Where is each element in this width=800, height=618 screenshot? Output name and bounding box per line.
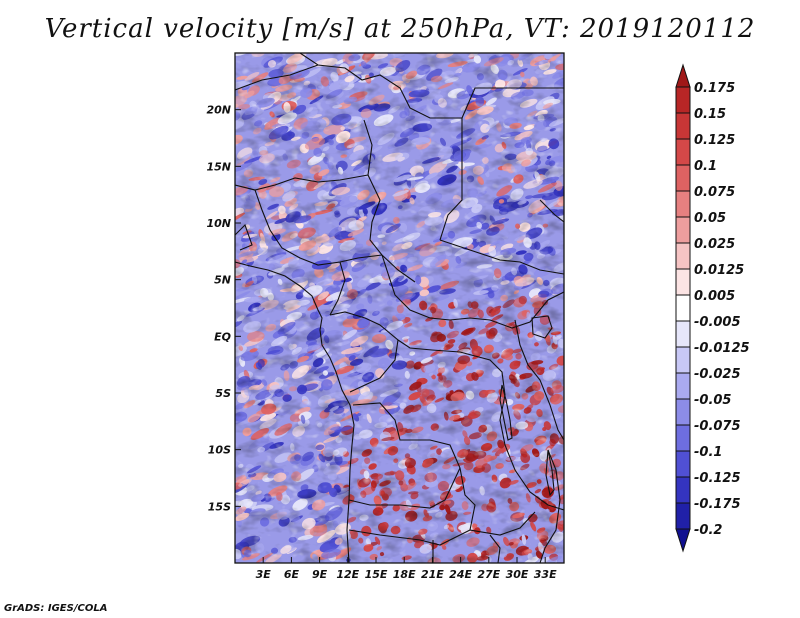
colorbar-label: 0.075 [694,185,735,200]
colorbar-label: 0.15 [694,107,726,122]
grads-credit: GrADS: IGES/COLA [4,603,108,614]
colorbar-swatch [675,190,691,218]
border-9 [439,239,564,275]
colorbar-swatch [675,502,691,530]
colorbar-swatch [675,372,691,400]
colorbar-cap-top [675,63,691,88]
y-tick-label: 5N [214,274,231,287]
border-4 [363,119,416,283]
x-tick-label: 9E [312,568,328,581]
colorbar-swatch [675,216,691,244]
colorbar: 0.175 0.15 0.125 0.1 0.075 0.05 0.025 0.0125 0.0… [675,63,750,553]
y-axis: 20N 15N 10N 5N EQ 5S 10S 15S [206,104,241,513]
x-tick-label: 12E [336,568,359,581]
colorbar-label: -0.175 [694,497,741,512]
colorbar-label: 0.175 [694,81,735,96]
colorbar-label: -0.1 [694,445,722,460]
x-tick-label: 27E [477,568,500,581]
border-8 [381,254,564,329]
y-tick-label: EQ [214,330,231,343]
border-2 [235,64,319,91]
colorbar-swatch [675,424,691,452]
colorbar-label: -0.0125 [694,341,750,356]
border-1 [299,53,463,241]
country-borders [235,53,564,563]
border-7 [329,261,346,316]
colorbar-swatch [675,86,691,114]
colorbar-swatch [675,320,691,348]
border-16 [489,534,501,563]
y-tick-label: 15N [206,160,231,173]
chart-title: Vertical velocity [m/s] at 250hPa, VT: 2… [44,14,756,44]
colorbar-label: 0.125 [694,133,735,148]
x-tick-label: 6E [284,568,300,581]
colorbar-swatch [675,294,691,322]
colorbar-swatch [675,398,691,426]
colorbar-label: -0.005 [694,315,741,330]
colorbar-label: 0.1 [694,159,717,174]
colorbar-cap-bottom [675,528,691,553]
x-tick-label: 33E [534,568,557,581]
colorbar-label: -0.075 [694,419,741,434]
x-tick-label: 21E [421,568,444,581]
x-tick-label: 3E [256,568,272,581]
y-tick-label: 10N [206,217,231,230]
x-tick-label: 24E [449,568,472,581]
colorbar-label: -0.025 [694,367,741,382]
colorbar-label: -0.2 [694,523,722,538]
border-3 [461,87,564,119]
coastline-west [235,261,355,563]
colorbar-label: 0.025 [694,237,735,252]
colorbar-label: -0.125 [694,471,741,486]
colorbar-label: 0.05 [694,211,726,226]
colorbar-swatch [675,346,691,374]
colorbar-swatch [675,112,691,140]
border-19 [235,223,253,251]
colorbar-label: -0.05 [694,393,731,408]
field-texture-dark [235,53,564,563]
y-tick-label: 20N [206,104,231,117]
border-18 [514,319,564,441]
colorbar-swatch [675,450,691,478]
border-17 [539,449,561,563]
border-20 [539,199,564,223]
colorbar-label: 0.005 [694,289,735,304]
plot-frame [234,52,565,564]
colorbar-swatch [675,476,691,504]
lake-tanganyika [499,384,513,441]
y-tick-label: 5S [215,387,231,400]
x-tick-label: 15E [365,568,388,581]
border-14 [348,529,471,546]
vertical-velocity-field [235,53,564,563]
x-tick-label: 18E [393,568,416,581]
border-13 [348,467,461,509]
y-tick-label: 15S [208,500,231,513]
y-tick-label: 10S [208,444,231,457]
lake-victoria [531,315,553,339]
colorbar-label: 0.0125 [694,263,744,278]
x-tick-label: 30E [506,568,529,581]
colorbar-swatch [675,138,691,166]
lake-malawi [545,449,555,497]
x-axis: 3E 6E 9E 12E 15E 18E 21E 24E 27E 30E 33E [256,557,557,581]
colorbar-swatch [675,268,691,296]
colorbar-swatch [675,164,691,192]
colorbar-swatch [675,242,691,270]
border-6 [254,189,383,266]
